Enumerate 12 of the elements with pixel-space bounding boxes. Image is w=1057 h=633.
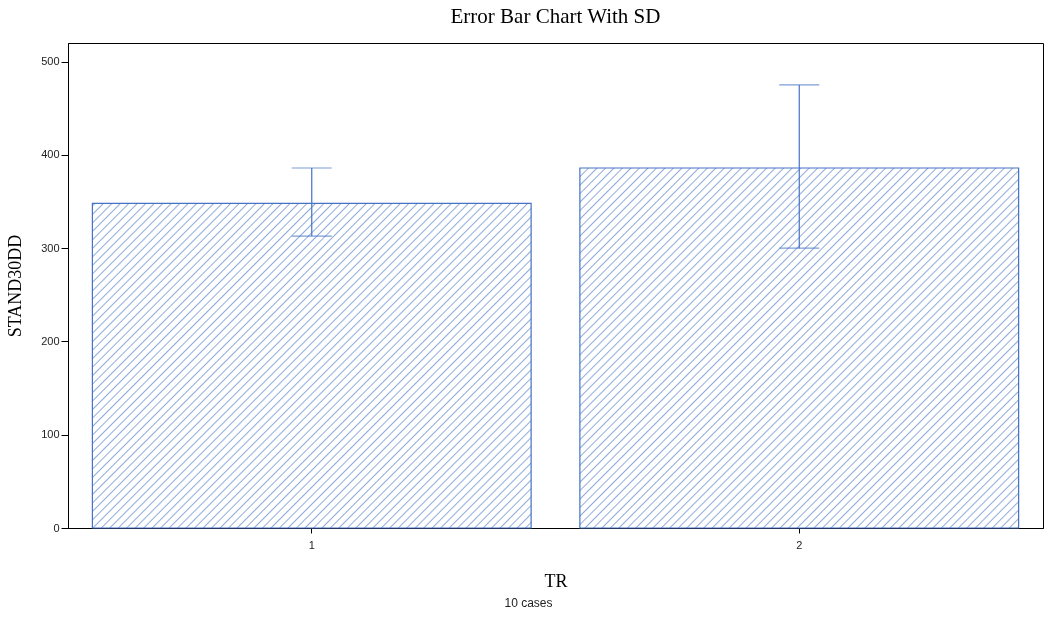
y-tick-label: 200 (41, 334, 60, 347)
y-tick-label: 100 (41, 428, 60, 441)
y-tick-label: 400 (41, 148, 60, 161)
x-axis-title: TR (544, 570, 568, 591)
chart-title: Error Bar Chart With SD (450, 4, 661, 28)
text: 10 cases (503, 596, 554, 610)
y-tick-label: 0 (53, 521, 60, 534)
y-axis-title: STAND30DD (5, 234, 26, 338)
x-tick-label: 1 (308, 538, 315, 551)
y-tick-label: 500 (41, 55, 60, 68)
x-tick-label: 2 (796, 538, 803, 551)
y-tick-label: 300 (41, 241, 60, 254)
